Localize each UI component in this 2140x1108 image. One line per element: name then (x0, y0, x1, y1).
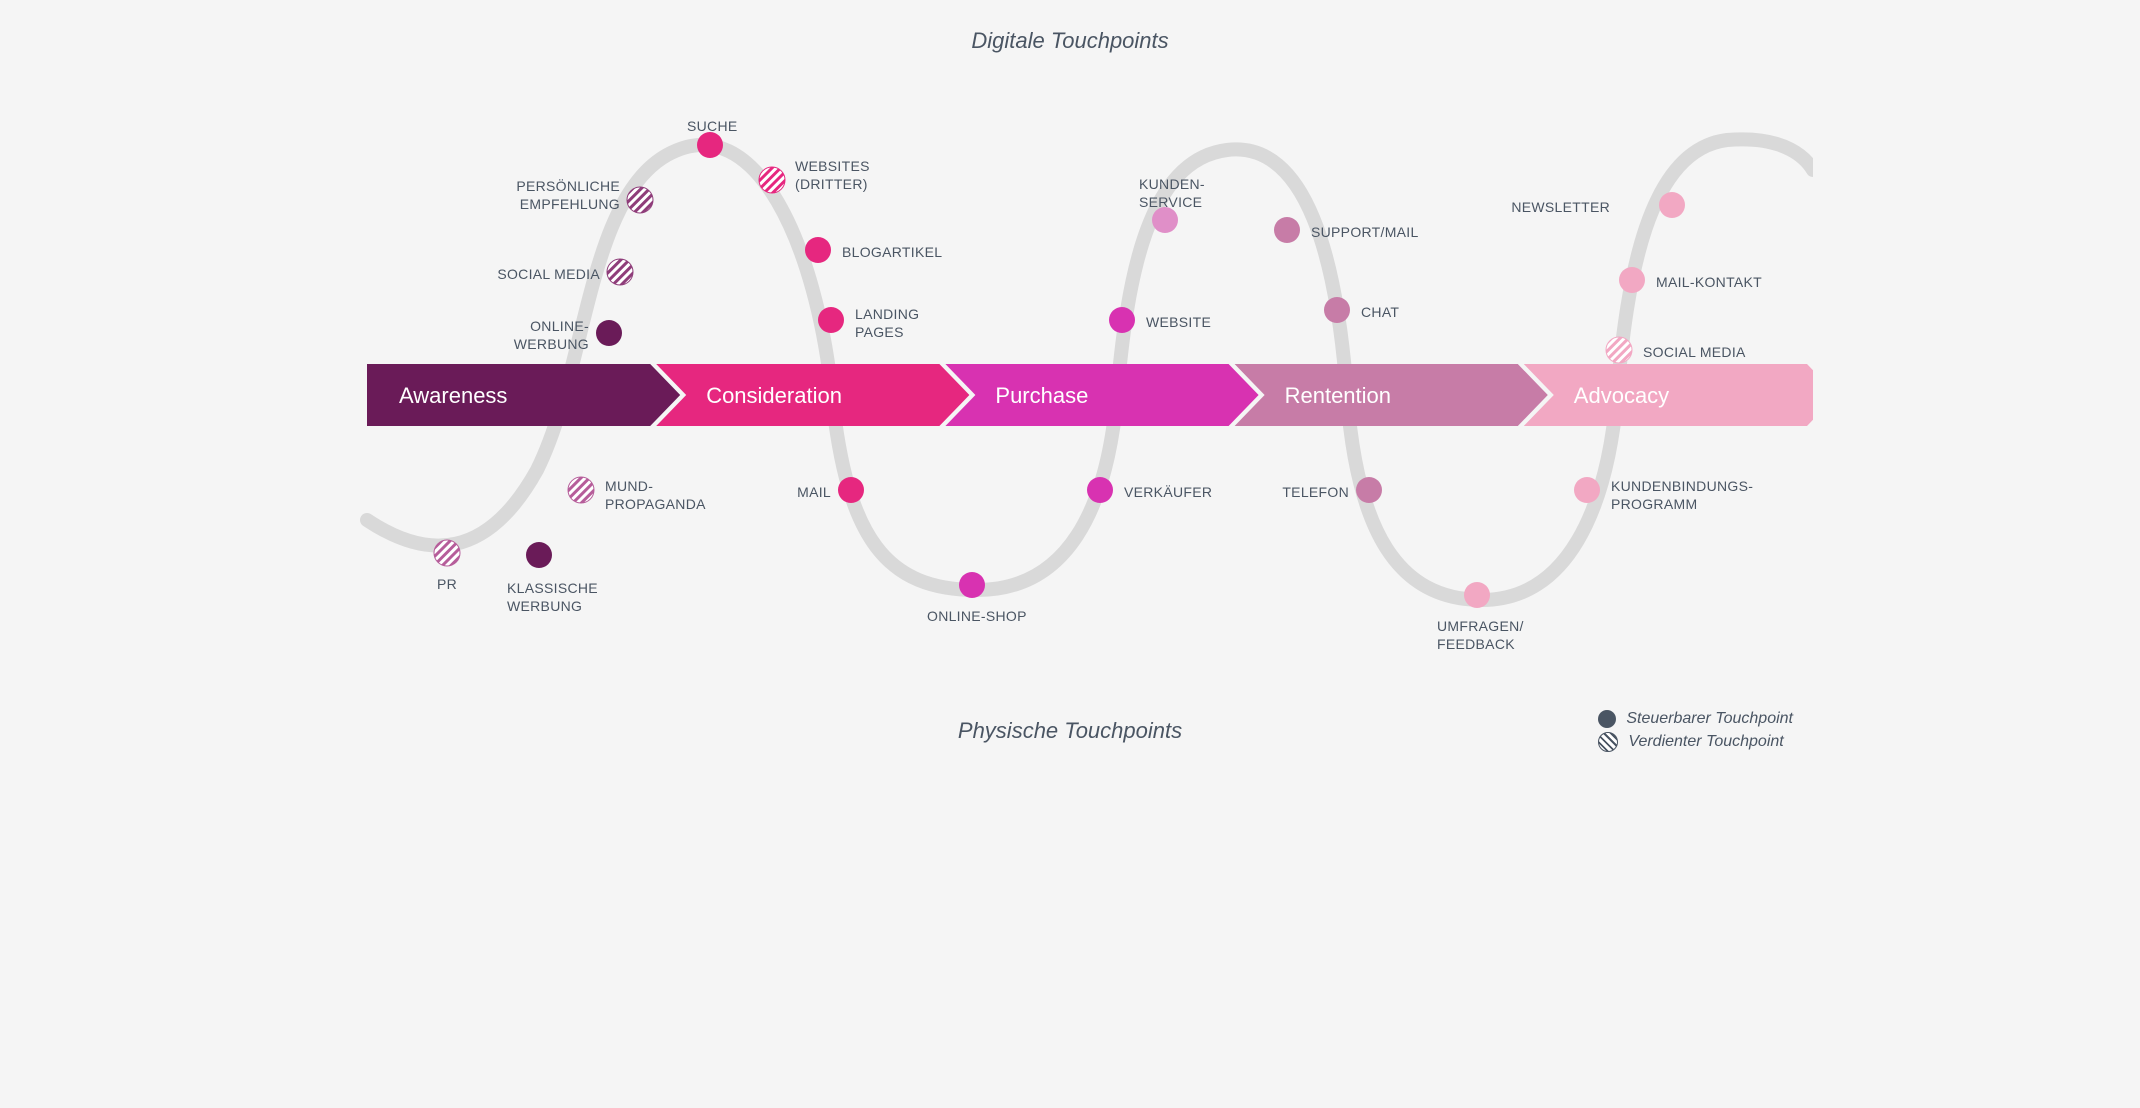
touchpoint-dot (1574, 477, 1600, 503)
touchpoint-dot (627, 187, 653, 213)
touchpoint-dot (434, 540, 460, 566)
touchpoint-label: KLASSISCHE WERBUNG (507, 580, 598, 615)
stage-label: Awareness (399, 383, 507, 408)
stage-arrow-purchase (945, 364, 1258, 426)
stage-label: Consideration (706, 383, 842, 408)
touchpoint-label: MAIL-KONTAKT (1656, 274, 1762, 292)
touchpoint-dot (607, 259, 633, 285)
touchpoint-label: PR (437, 576, 457, 594)
touchpoint-dot (818, 307, 844, 333)
touchpoint-label: SUCHE (687, 118, 738, 136)
legend-hatched: Verdienter Touchpoint (1598, 732, 1793, 752)
touchpoint-label: WEBSITES (DRITTER) (795, 158, 870, 193)
stage-label: Advocacy (1574, 383, 1669, 408)
touchpoint-dot (568, 477, 594, 503)
stage-label: Rentention (1285, 383, 1391, 408)
touchpoint-dot (1619, 267, 1645, 293)
legend-solid-label: Steuerbarer Touchpoint (1626, 710, 1793, 728)
touchpoint-label: MAIL (797, 484, 831, 502)
touchpoint-dot (959, 572, 985, 598)
touchpoint-dot (805, 237, 831, 263)
touchpoint-label: SOCIAL MEDIA (497, 266, 600, 284)
touchpoint-dot (838, 477, 864, 503)
touchpoint-label: UMFRAGEN/ FEEDBACK (1437, 618, 1524, 653)
touchpoint-label: NEWSLETTER (1511, 199, 1610, 217)
diagram-svg: Awareness Consideration Purchase Rentention… (327, 0, 1813, 770)
touchpoint-label: VERKÄUFER (1124, 484, 1212, 502)
legend: Steuerbarer Touchpoint Verdienter Touchp… (1598, 706, 1793, 752)
touchpoint-dot (1109, 307, 1135, 333)
touchpoint-label: WEBSITE (1146, 314, 1211, 332)
legend-hatched-dot (1598, 732, 1618, 752)
touchpoint-label: ONLINE-SHOP (927, 608, 1027, 626)
touchpoint-dot (596, 320, 622, 346)
touchpoint-dot (697, 132, 723, 158)
touchpoint-dot (1464, 582, 1490, 608)
header-physical: Physische Touchpoints (327, 718, 1813, 744)
touchpoint-dot (1356, 477, 1382, 503)
touchpoint-label: CHAT (1361, 304, 1399, 322)
touchpoint-dot (1087, 477, 1113, 503)
legend-solid-dot (1598, 710, 1616, 728)
touchpoint-label: ONLINE- WERBUNG (514, 318, 589, 353)
touchpoint-diagram: Awareness Consideration Purchase Rentention… (327, 0, 1813, 770)
header-digital: Digitale Touchpoints (327, 28, 1813, 54)
legend-solid: Steuerbarer Touchpoint (1598, 710, 1793, 728)
stage-label: Purchase (995, 383, 1088, 408)
touchpoint-dot (759, 167, 785, 193)
touchpoint-label: KUNDEN- SERVICE (1139, 176, 1205, 211)
legend-hatched-label: Verdienter Touchpoint (1628, 733, 1783, 751)
touchpoint-dot (1606, 337, 1632, 363)
touchpoint-dot (1659, 192, 1685, 218)
touchpoint-label: SOCIAL MEDIA (1643, 344, 1746, 362)
touchpoint-label: MUND- PROPAGANDA (605, 478, 706, 513)
touchpoint-label: KUNDENBINDUNGS- PROGRAMM (1611, 478, 1753, 513)
touchpoint-label: LANDING PAGES (855, 306, 919, 341)
touchpoint-label: TELEFON (1282, 484, 1349, 502)
touchpoint-label: BLOGARTIKEL (842, 244, 942, 262)
touchpoint-label: PERSÖNLICHE EMPFEHLUNG (516, 178, 620, 213)
touchpoint-dot (1274, 217, 1300, 243)
touchpoint-dot (526, 542, 552, 568)
stage-arrow-rentention (1235, 364, 1548, 426)
touchpoint-label: SUPPORT/MAIL (1311, 224, 1419, 242)
touchpoint-dot (1324, 297, 1350, 323)
